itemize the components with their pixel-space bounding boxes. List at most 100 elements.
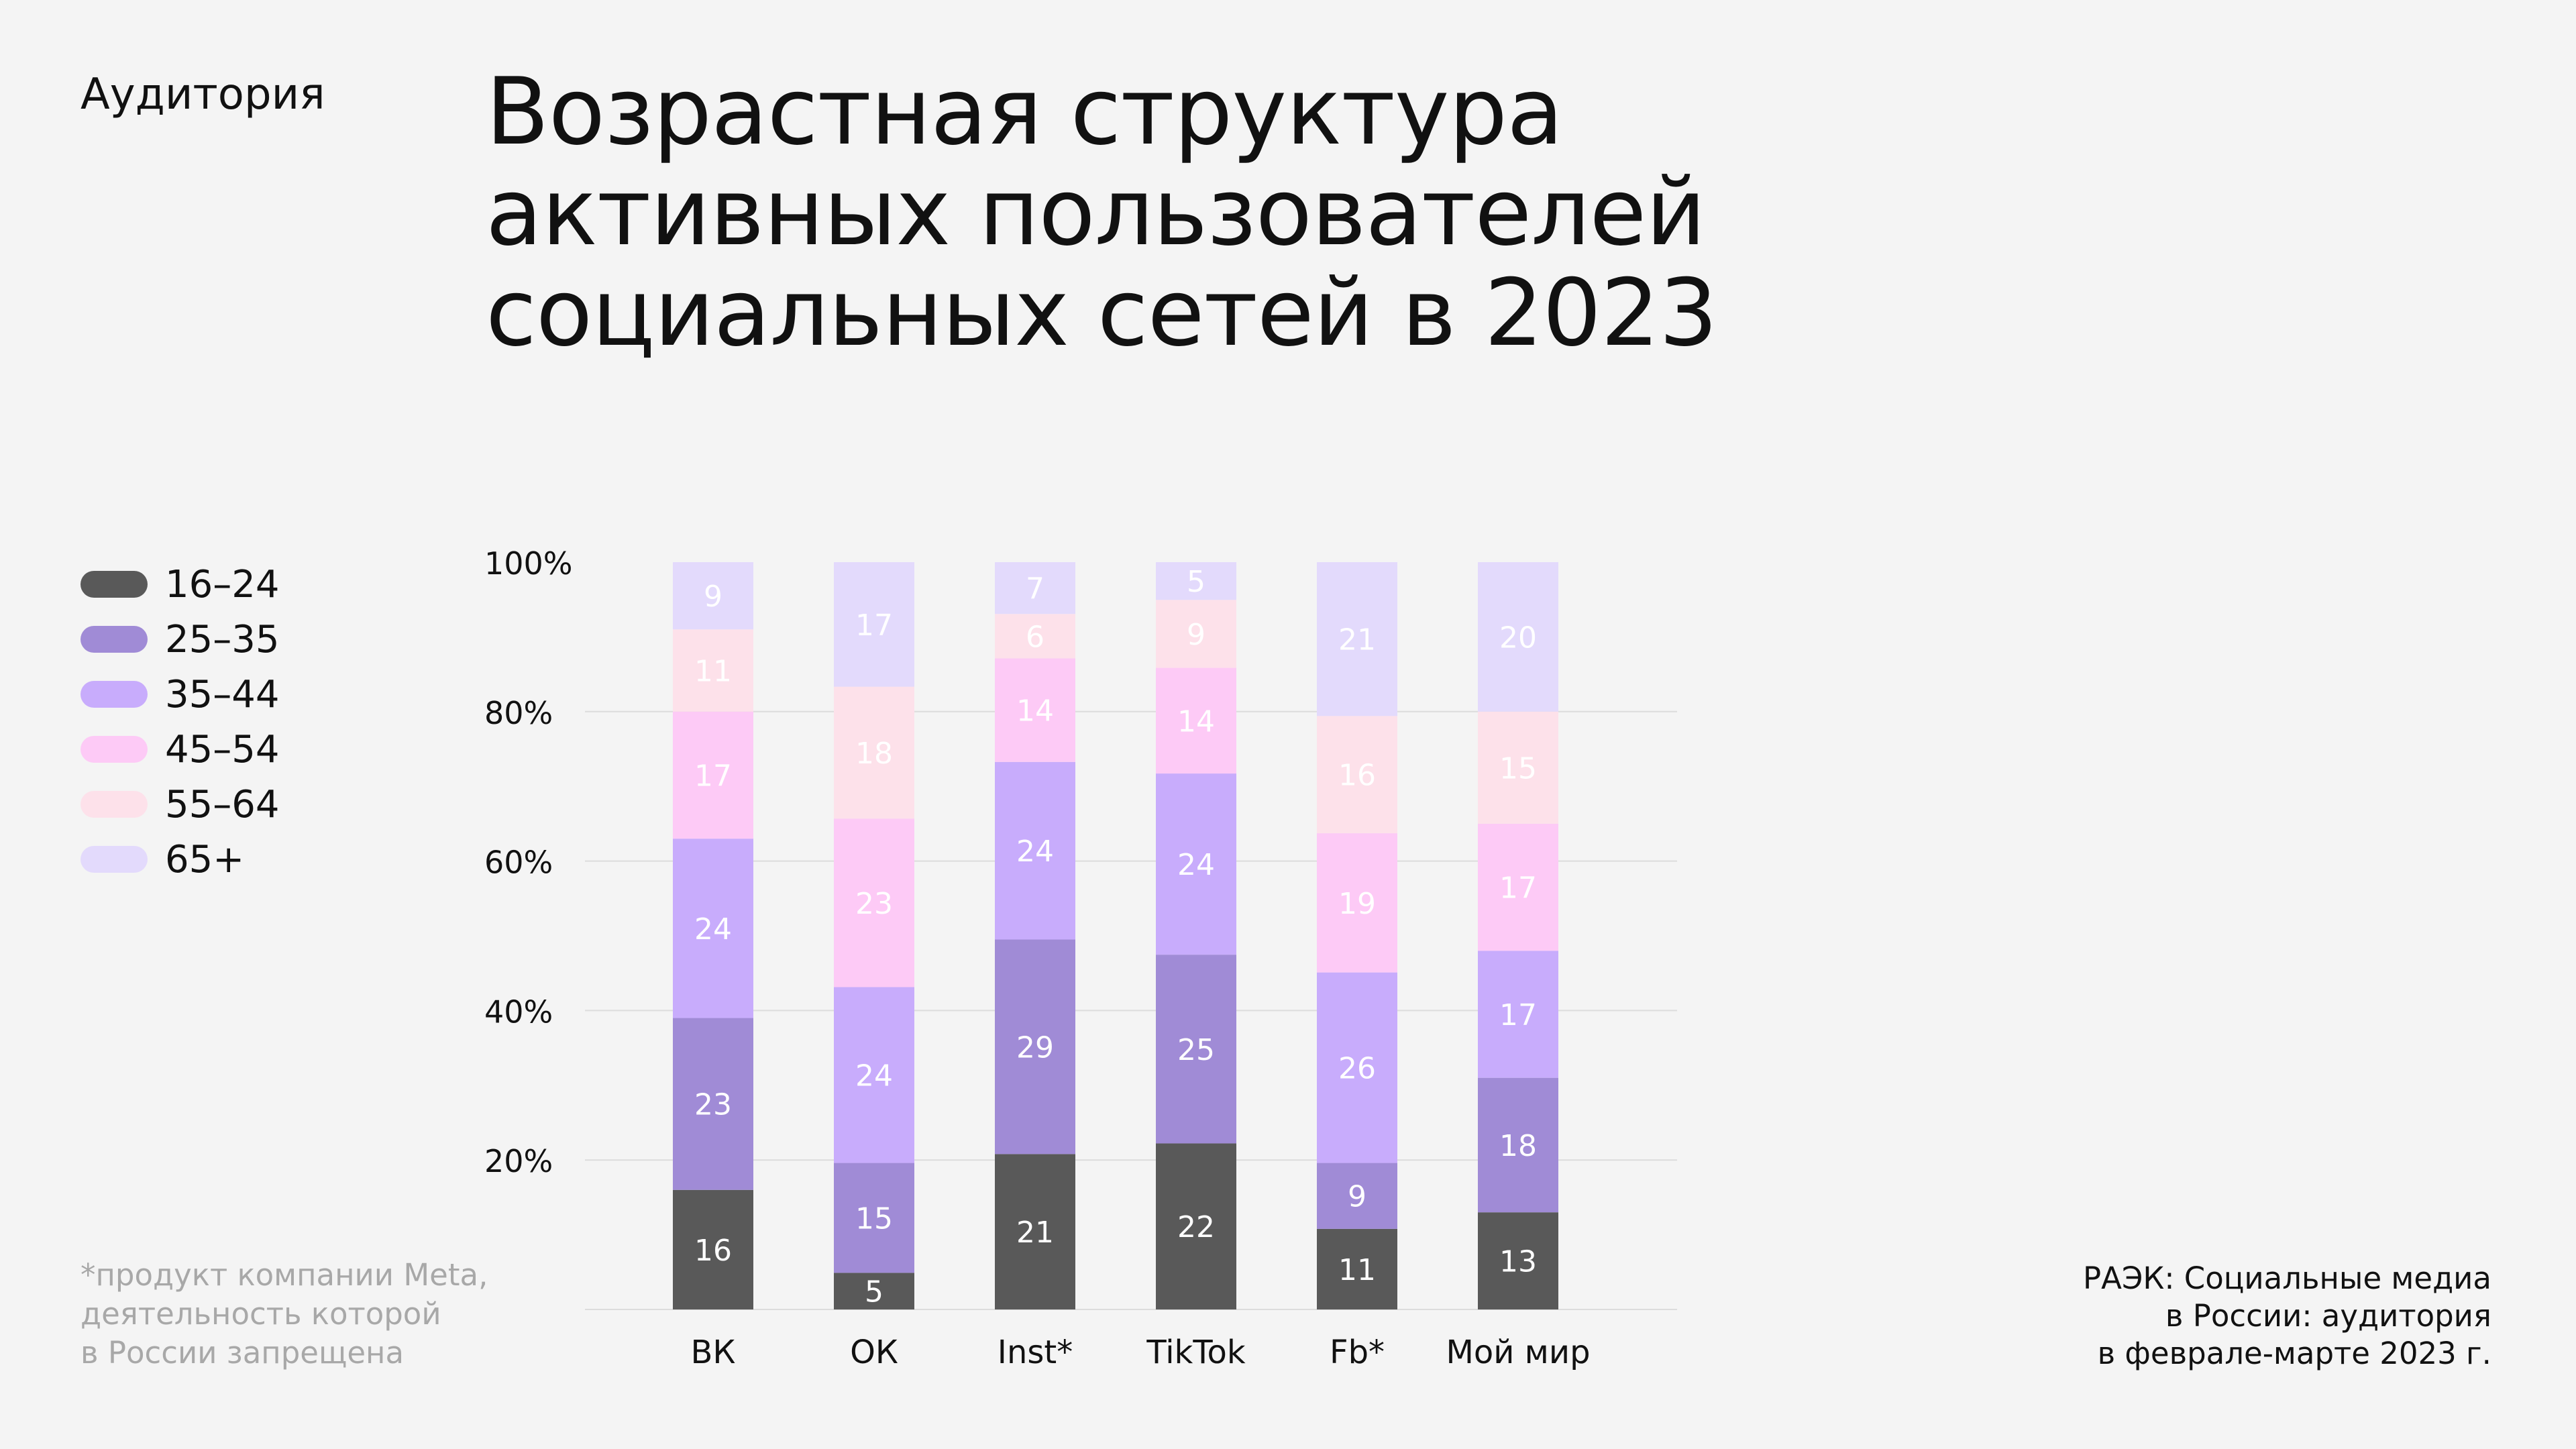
- legend-item: 65+: [80, 832, 280, 887]
- y-tick-label: 40%: [484, 994, 553, 1030]
- data-label: 26: [1338, 1052, 1376, 1086]
- category-label: TikTok: [1146, 1334, 1246, 1371]
- category-label: Fb*: [1330, 1334, 1385, 1371]
- footnote-line: *продукт компании Meta,: [80, 1257, 488, 1293]
- legend-item: 16–24: [80, 557, 280, 612]
- category-label: Inst*: [998, 1334, 1073, 1371]
- data-label: 6: [1026, 620, 1044, 654]
- data-label: 7: [1026, 572, 1044, 606]
- data-label: 24: [1016, 835, 1054, 869]
- legend-item: 55–64: [80, 777, 280, 832]
- legend-swatch: [80, 846, 148, 873]
- y-tick-label: 80%: [484, 695, 553, 731]
- legend-label: 25–35: [165, 617, 280, 661]
- legend-item: 35–44: [80, 667, 280, 722]
- data-label: 24: [855, 1059, 893, 1093]
- data-label: 24: [1177, 848, 1215, 882]
- bar-segment: [1156, 562, 1236, 600]
- title-line: социальных сетей в 2023: [486, 259, 1718, 367]
- legend-swatch: [80, 626, 148, 653]
- legend-item: 45–54: [80, 722, 280, 777]
- bar-segment: [995, 562, 1075, 614]
- data-label: 16: [1338, 759, 1376, 793]
- chart-legend: 16–24 25–35 35–44 45–54 55–64 65+: [80, 557, 280, 887]
- legend-label: 35–44: [165, 672, 280, 716]
- bar-segment: [1317, 716, 1397, 834]
- data-label: 17: [1499, 998, 1537, 1032]
- footnote-line: деятельность которой: [80, 1296, 441, 1332]
- data-label: 23: [855, 887, 893, 921]
- bar-segment: [673, 839, 753, 1018]
- legend-label: 65+: [165, 837, 245, 881]
- data-label: 29: [1016, 1030, 1054, 1065]
- bar-segment: [1156, 600, 1236, 668]
- data-label: 14: [1177, 704, 1215, 739]
- bar-segment: [834, 987, 914, 1163]
- source-line: РАЭК: Социальные медиа: [2083, 1260, 2491, 1296]
- bar-segment: [1156, 773, 1236, 955]
- data-label: 14: [1016, 694, 1054, 729]
- y-tick-label: 60%: [484, 845, 553, 881]
- data-label: 15: [1499, 751, 1537, 786]
- data-label: 17: [855, 608, 893, 643]
- data-label: 18: [1499, 1129, 1537, 1163]
- legend-swatch: [80, 791, 148, 818]
- bar-segment: [995, 1154, 1075, 1309]
- data-label: 17: [1499, 871, 1537, 906]
- data-label: 9: [1348, 1180, 1366, 1214]
- data-label: 24: [694, 912, 732, 947]
- bar-segment: [995, 658, 1075, 762]
- bar-segment: [1478, 562, 1558, 712]
- category-label: ОК: [850, 1334, 898, 1371]
- legend-swatch: [80, 681, 148, 708]
- data-label: 9: [704, 580, 722, 614]
- bar-segment: [995, 761, 1075, 940]
- bar-segment: [1317, 972, 1397, 1163]
- title-line: активных пользователей: [486, 158, 1706, 266]
- bar-segment: [1156, 1143, 1236, 1309]
- data-label: 21: [1338, 623, 1376, 657]
- data-label: 22: [1177, 1210, 1215, 1244]
- bar-segment: [673, 1018, 753, 1190]
- title-line: Возрастная структура: [486, 58, 1564, 166]
- page-title: Возрастная структура активных пользовате…: [486, 58, 1718, 367]
- bar-segment: [1156, 667, 1236, 774]
- data-label: 11: [1338, 1253, 1376, 1287]
- data-label: 25: [1177, 1033, 1215, 1067]
- bar-segment: [1478, 1212, 1558, 1309]
- legend-label: 16–24: [165, 562, 280, 606]
- legend-label: 45–54: [165, 727, 280, 771]
- bar-segment: [995, 939, 1075, 1155]
- bar-segment: [1478, 711, 1558, 824]
- bar-segment: [1317, 1228, 1397, 1309]
- bar-segment: [995, 614, 1075, 659]
- y-tick-label: 20%: [484, 1143, 553, 1179]
- bar-segment: [1478, 1077, 1558, 1213]
- legend-swatch: [80, 571, 148, 598]
- data-label: 17: [694, 759, 732, 793]
- bar-segment: [673, 1189, 753, 1309]
- data-label: 18: [855, 737, 893, 771]
- data-label: 20: [1499, 621, 1537, 655]
- footnote-line: в России запрещена: [80, 1335, 405, 1371]
- bar-segment: [1478, 823, 1558, 951]
- bar-segment: [1478, 951, 1558, 1078]
- footnote: *продукт компании Meta, деятельность кот…: [80, 1256, 488, 1373]
- source-note: РАЭК: Социальные медиа в России: аудитор…: [2083, 1260, 2491, 1373]
- bar-segment: [673, 711, 753, 839]
- bar-segment: [834, 1273, 914, 1309]
- data-label: 21: [1016, 1216, 1054, 1250]
- bar-segment: [834, 818, 914, 987]
- legend-item: 25–35: [80, 612, 280, 667]
- data-label: 23: [694, 1088, 732, 1122]
- legend-label: 55–64: [165, 782, 280, 826]
- data-label: 5: [1187, 565, 1205, 599]
- legend-swatch: [80, 736, 148, 763]
- data-label: 15: [855, 1201, 893, 1236]
- y-tick-label: 100%: [484, 545, 573, 582]
- bar-segment: [673, 629, 753, 712]
- bar-segment: [834, 562, 914, 687]
- category-label: Мой мир: [1446, 1334, 1590, 1371]
- bar-segment: [1317, 833, 1397, 973]
